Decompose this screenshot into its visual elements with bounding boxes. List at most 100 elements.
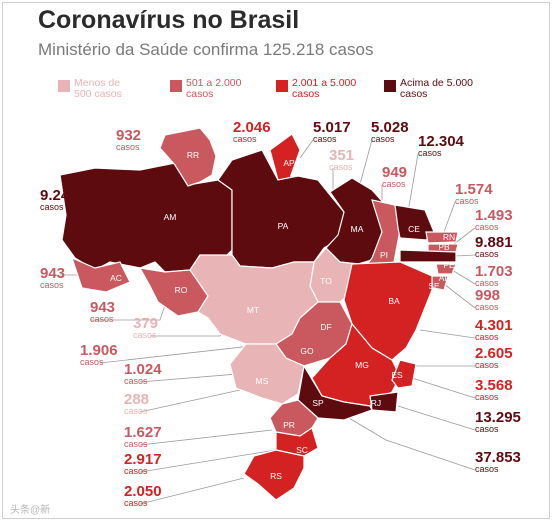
case-count-df: 1.906 [80,342,118,359]
state-label-ap: AP [283,158,295,168]
case-count-mg: 2.605 [475,345,513,362]
case-count-pi: 949 [382,164,408,181]
case-unit-ap: casos [233,134,257,144]
case-annotation-pe: 9.881 casos [475,235,513,259]
state-label-ro: RO [175,285,188,295]
case-count-pb: 1.493 [475,207,513,224]
state-label-se: SE [428,281,440,291]
legend-text-lt500: Menos de 500 casos [74,77,122,100]
case-annotation-am: 9.243 casos [40,188,78,212]
case-unit-pe: casos [475,249,499,259]
state-shape-rj [369,391,399,413]
leader-line-pb [453,227,476,245]
state-label-rn: RN [443,232,455,242]
case-unit-ac: casos [40,280,64,290]
legend-swatch-lt500 [58,80,70,92]
case-annotation-pb: 1.493 casos [475,208,513,232]
case-count-pr: 1.627 [124,424,162,441]
case-unit-se: casos [475,302,499,312]
case-count-rr: 932 [116,127,142,144]
case-unit-sc: casos [124,466,148,476]
case-annotation-ap: 2.046 casos [233,120,271,144]
state-label-al: AL [439,273,450,283]
case-unit-ma: casos [371,134,395,144]
leader-line-ba [419,329,476,339]
case-annotation-ro: 943 casos [90,300,115,324]
case-annotation-rr: 932 casos [116,128,141,152]
case-count-pa: 5.017 [313,119,351,136]
leader-line-sp [341,413,476,471]
leader-line-pe [455,254,476,257]
case-unit-al: casos [475,278,499,288]
case-unit-rj: casos [475,424,499,434]
state-label-am: AM [164,212,177,222]
legend-item-501-2000: 501 a 2.000 casos [170,78,270,108]
leader-line-ro [90,304,166,321]
case-count-to: 351 [329,147,355,164]
case-count-es: 3.568 [475,377,513,394]
case-unit-go: casos [124,376,148,386]
state-label-pb: PB [438,242,450,252]
case-count-ma: 5.028 [371,119,409,136]
legend-swatch-gt5000 [384,80,396,92]
leader-line-ms [139,389,241,413]
leader-line-rj [397,405,476,431]
case-annotation-ba: 4.301 casos [475,318,513,342]
leader-line-rn [443,201,456,233]
legend-text-501-2000: 501 a 2.000 casos [186,77,242,100]
leader-line-sc [139,449,277,473]
case-annotation-mg: 2.605 casos [475,346,513,370]
case-unit-df: casos [80,357,104,367]
state-shape-es [391,359,417,389]
case-count-sc: 2.917 [124,451,162,468]
state-label-go: GO [300,346,314,356]
case-unit-to: casos [329,162,353,172]
state-shape-rr [159,127,217,187]
case-unit-ro: casos [90,314,114,324]
case-annotation-ma: 5.028 casos [371,120,409,144]
case-annotation-al: 1.703 casos [475,264,513,288]
case-annotation-ac: 943 casos [40,266,65,290]
legend-item-lt500: Menos de 500 casos [58,78,158,108]
case-count-ac: 943 [40,265,66,282]
case-count-ap: 2.046 [233,119,271,136]
state-shape-pe [399,249,457,263]
state-shape-al [435,263,457,275]
case-unit-ba: casos [475,332,499,342]
case-annotation-sp: 37.853 casos [475,450,521,474]
chart-title: Coronavírus no Brasil [38,6,300,34]
case-count-rn: 1.574 [455,181,493,198]
case-count-se: 998 [475,287,501,304]
leader-line-se [443,283,476,309]
state-shape-ba [343,261,433,361]
case-annotation-es: 3.568 casos [475,378,513,402]
case-annotation-rs: 2.050 casos [124,484,162,508]
state-label-rs: RS [270,471,282,481]
case-annotation-sc: 2.917 casos [124,452,162,476]
state-label-pr: PR [283,420,295,430]
case-annotation-ce: 12.304 casos [418,134,464,158]
case-unit-ms: casos [124,406,148,416]
leader-line-pr [139,429,273,446]
case-count-ce: 12.304 [418,133,464,150]
legend-item-2001-5000: 2.001 a 5.000 casos [276,78,376,108]
case-annotation-to: 351 casos [329,148,354,172]
case-annotation-pa: 5.017 casos [313,120,351,144]
state-label-ms: MS [256,376,269,386]
state-label-es: ES [391,370,403,380]
state-shape-rs [243,449,305,501]
state-label-pe: PE [443,260,455,270]
case-unit-sp: casos [475,464,499,474]
case-unit-ce: casos [418,148,442,158]
chart-frame [2,2,550,519]
case-unit-pa: casos [313,134,337,144]
state-label-mg: MG [355,360,369,370]
state-label-to: TO [320,276,332,286]
case-unit-rs: casos [124,498,148,508]
state-shape-ac [71,256,131,293]
case-count-pe: 9.881 [475,234,513,251]
case-unit-pi: casos [382,179,406,189]
case-unit-mt: casos [133,330,157,340]
case-count-go: 1.024 [124,361,162,378]
legend-swatch-501-2000 [170,80,182,92]
